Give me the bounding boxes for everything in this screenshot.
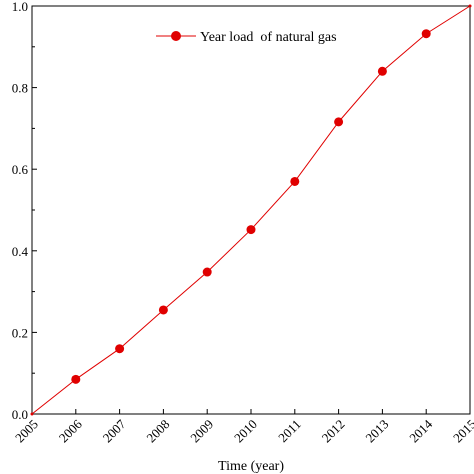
x-tick-label: 2007 bbox=[100, 416, 129, 445]
data-point-marker bbox=[377, 66, 387, 76]
x-axis-title: Time (year) bbox=[218, 459, 284, 474]
series-line bbox=[31, 5, 471, 415]
legend-label: Year load of natural gas bbox=[200, 30, 337, 45]
data-point-marker bbox=[290, 176, 300, 186]
series-layer bbox=[30, 4, 472, 416]
y-tick-label: 0.8 bbox=[12, 81, 28, 96]
x-tick-label: 2008 bbox=[143, 416, 172, 445]
x-tick-label: 2013 bbox=[362, 416, 391, 445]
y-tick-label: 1.0 bbox=[12, 0, 28, 14]
x-tick-label: 2014 bbox=[406, 416, 435, 445]
data-point-marker bbox=[158, 305, 168, 315]
data-point-marker bbox=[246, 225, 256, 235]
y-tick-label: 0.4 bbox=[12, 244, 29, 259]
x-tick-label: 2012 bbox=[319, 416, 348, 445]
y-tick-label: 0.2 bbox=[12, 325, 28, 340]
x-tick-label: 2015 bbox=[450, 416, 474, 445]
data-point-marker bbox=[71, 374, 81, 384]
data-point-marker bbox=[334, 117, 344, 127]
x-tick-label: 2009 bbox=[187, 416, 216, 445]
x-tick-label: 2006 bbox=[56, 416, 85, 445]
data-point-marker bbox=[202, 267, 212, 277]
y-axis-ticks: 0.0 0.2 0.4 0.6 0.8 1.0 bbox=[12, 0, 37, 422]
y-tick-label: 0.6 bbox=[12, 162, 29, 177]
data-point bbox=[30, 412, 34, 416]
legend-marker-swatch bbox=[171, 31, 181, 41]
x-tick-label: 2011 bbox=[275, 416, 304, 445]
data-point-marker bbox=[115, 344, 125, 354]
data-point bbox=[468, 4, 472, 8]
legend: Year load of natural gas bbox=[156, 30, 337, 45]
y-tick-label: 0.0 bbox=[12, 407, 28, 422]
plot-frame bbox=[31, 5, 471, 415]
data-point-marker bbox=[421, 29, 431, 39]
x-tick-label: 2010 bbox=[231, 416, 260, 445]
